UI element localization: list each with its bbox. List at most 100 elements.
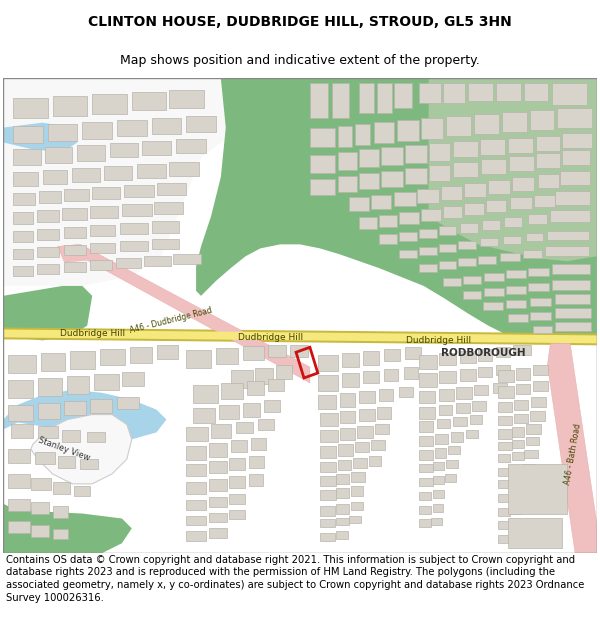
Bar xyxy=(209,528,227,538)
Bar xyxy=(341,373,359,387)
Bar xyxy=(290,345,308,357)
Bar xyxy=(512,428,524,438)
Bar xyxy=(8,405,33,421)
Text: A46 - Dudbridge Road: A46 - Dudbridge Road xyxy=(129,306,214,335)
Bar xyxy=(332,83,349,118)
Bar xyxy=(478,349,492,361)
Bar xyxy=(399,387,413,397)
Bar xyxy=(335,488,349,498)
Bar xyxy=(464,183,486,197)
Bar xyxy=(439,244,457,252)
Bar xyxy=(318,355,338,371)
Bar xyxy=(379,214,397,226)
Bar xyxy=(419,229,437,238)
Bar xyxy=(349,197,369,211)
Bar xyxy=(506,270,526,278)
Text: Dudbridge Hill: Dudbridge Hill xyxy=(238,333,303,342)
Bar xyxy=(498,442,512,450)
Bar xyxy=(247,381,265,395)
Bar xyxy=(553,264,590,274)
Bar xyxy=(460,351,476,363)
Bar xyxy=(498,416,512,426)
Bar xyxy=(364,351,379,365)
Bar xyxy=(502,112,527,132)
Bar xyxy=(242,402,260,417)
Bar xyxy=(265,400,280,412)
Bar xyxy=(419,450,433,460)
Bar xyxy=(90,399,112,412)
Bar xyxy=(352,472,365,482)
Bar xyxy=(53,529,68,539)
Bar xyxy=(64,226,86,238)
Bar xyxy=(498,535,510,543)
Polygon shape xyxy=(428,78,597,261)
Bar xyxy=(374,122,394,143)
Bar xyxy=(53,96,87,116)
Bar xyxy=(359,173,379,189)
Bar xyxy=(320,490,335,500)
Bar xyxy=(58,456,76,468)
Bar xyxy=(448,446,460,454)
Bar xyxy=(527,214,547,224)
Bar xyxy=(352,502,364,509)
Bar xyxy=(516,368,530,380)
Bar xyxy=(8,499,30,511)
Bar xyxy=(13,193,35,205)
Bar xyxy=(110,143,138,158)
Bar xyxy=(560,171,590,185)
Bar xyxy=(186,428,208,441)
Bar xyxy=(359,217,377,229)
Bar xyxy=(53,482,70,494)
Bar xyxy=(310,179,335,195)
Bar xyxy=(463,276,481,284)
Bar xyxy=(482,219,500,229)
Bar xyxy=(256,368,273,384)
Bar xyxy=(458,241,476,249)
Bar xyxy=(483,302,503,310)
Bar xyxy=(359,83,374,112)
Bar xyxy=(13,98,47,118)
Bar xyxy=(13,266,33,276)
Bar xyxy=(431,518,442,526)
Bar xyxy=(526,234,544,241)
Bar xyxy=(500,253,520,261)
Bar xyxy=(143,256,172,266)
Bar xyxy=(514,414,527,424)
Bar xyxy=(553,83,587,105)
Bar xyxy=(443,278,461,286)
Bar xyxy=(379,234,397,244)
Bar xyxy=(90,260,112,270)
Bar xyxy=(381,148,403,165)
Bar xyxy=(38,402,59,419)
Bar xyxy=(248,456,265,468)
Bar xyxy=(369,456,381,466)
Text: A46 - Bath Road: A46 - Bath Road xyxy=(563,423,583,486)
Bar xyxy=(338,460,352,470)
Bar xyxy=(104,166,132,180)
Bar xyxy=(340,429,355,440)
Bar xyxy=(169,162,199,176)
Bar xyxy=(37,264,59,274)
Bar xyxy=(229,494,245,504)
Bar xyxy=(251,438,266,450)
Bar xyxy=(268,345,286,357)
Bar xyxy=(122,372,143,386)
Bar xyxy=(320,412,338,426)
Bar xyxy=(335,474,349,484)
Bar xyxy=(496,348,510,357)
Bar xyxy=(454,141,478,158)
Bar xyxy=(419,436,433,446)
Bar xyxy=(90,224,115,236)
Bar xyxy=(480,238,498,246)
Bar xyxy=(512,177,533,191)
Bar xyxy=(419,506,431,514)
Bar xyxy=(186,500,206,509)
Bar xyxy=(530,411,545,421)
Bar xyxy=(530,110,554,129)
Bar xyxy=(31,478,50,490)
Bar xyxy=(248,474,263,486)
Bar xyxy=(478,256,496,264)
Bar xyxy=(268,379,284,391)
Bar xyxy=(399,212,419,224)
Bar xyxy=(510,506,521,514)
